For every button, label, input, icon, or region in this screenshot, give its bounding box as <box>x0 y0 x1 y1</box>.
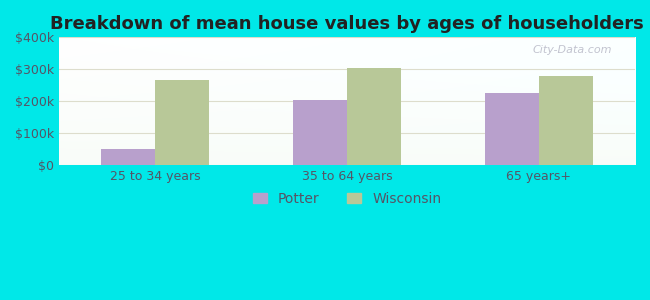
Title: Breakdown of mean house values by ages of householders: Breakdown of mean house values by ages o… <box>50 15 644 33</box>
Bar <box>293 100 347 165</box>
Bar <box>155 80 209 165</box>
Bar <box>347 68 401 165</box>
Bar <box>486 93 539 165</box>
Legend: Potter, Wisconsin: Potter, Wisconsin <box>247 187 447 211</box>
Text: City-Data.com: City-Data.com <box>532 45 612 55</box>
Bar <box>101 149 155 165</box>
Bar <box>539 76 593 165</box>
